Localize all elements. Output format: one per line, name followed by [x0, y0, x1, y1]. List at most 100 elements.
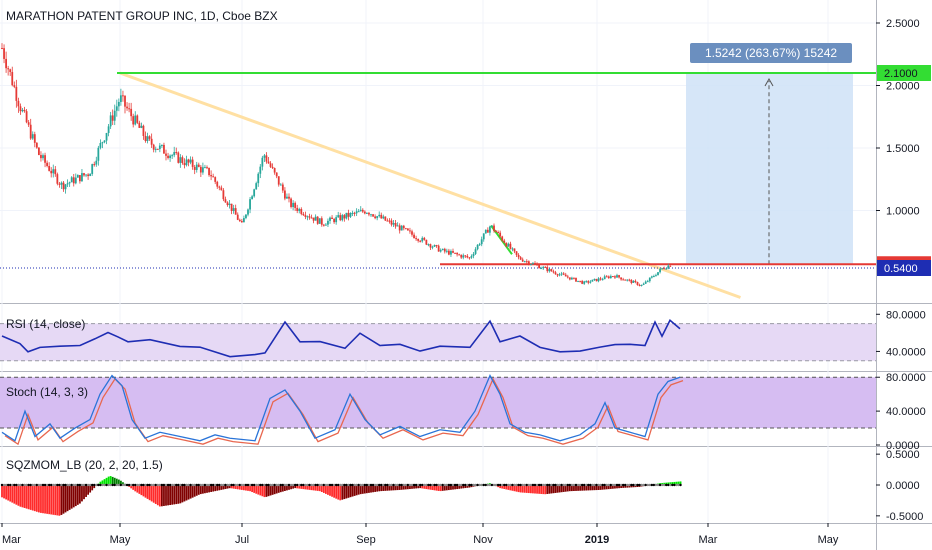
candle-body — [103, 140, 106, 143]
candle-body — [614, 276, 616, 278]
squeeze-dot — [250, 483, 254, 487]
squeeze-dot — [154, 483, 157, 487]
candle-body — [398, 225, 401, 231]
squeeze-dot — [177, 483, 180, 487]
squeeze-momentum-panel[interactable] — [0, 476, 682, 516]
candle-body — [214, 177, 217, 182]
momentum-bar — [622, 485, 625, 488]
momentum-bar — [249, 485, 251, 492]
squeeze-dot — [562, 483, 565, 487]
price-panel[interactable] — [0, 43, 876, 299]
momentum-bar — [378, 485, 381, 492]
rsi-panel[interactable] — [0, 318, 876, 362]
momentum-bar — [111, 476, 114, 485]
momentum-bar — [271, 485, 274, 495]
candle-body — [495, 230, 497, 233]
candle-body — [478, 244, 481, 246]
sqz-axis-label: 0.0000 — [886, 480, 920, 492]
candle-body — [646, 281, 649, 283]
candle-body — [499, 232, 502, 237]
squeeze-dot — [54, 483, 57, 487]
momentum-bar — [527, 485, 530, 494]
squeeze-dot — [318, 483, 321, 487]
squeeze-dot — [173, 483, 176, 487]
squeeze-dot — [332, 483, 336, 487]
momentum-bar — [253, 485, 256, 493]
candle-body — [15, 86, 18, 101]
momentum-bar — [407, 485, 409, 490]
momentum-bar — [109, 476, 112, 485]
candle-body — [44, 155, 46, 163]
candle-body — [595, 278, 598, 282]
squeeze-dot — [25, 483, 28, 487]
momentum-bar — [300, 485, 303, 489]
candle-body — [31, 134, 34, 139]
candle-body — [234, 208, 237, 215]
squeeze-dot — [35, 483, 39, 487]
stoch-axis-label: 40.0000 — [886, 406, 926, 418]
candle-body — [384, 216, 387, 221]
squeeze-dot — [402, 483, 405, 487]
candle-body — [525, 261, 528, 263]
squeeze-dot — [11, 483, 14, 487]
momentum-bar — [609, 485, 612, 489]
squeeze-dot — [619, 483, 623, 487]
candle-body — [111, 115, 114, 121]
candle-body — [40, 154, 42, 159]
momentum-bar — [68, 485, 71, 510]
range-measure-badge: 1.5242 (263.67%) 15242 — [690, 43, 852, 63]
momentum-bar — [7, 485, 10, 501]
momentum-bar — [177, 485, 180, 504]
candle-body — [23, 109, 26, 112]
momentum-bar — [552, 485, 555, 494]
momentum-bar — [501, 485, 504, 489]
squeeze-dot — [322, 483, 326, 487]
momentum-bar — [17, 485, 20, 506]
momentum-bar — [421, 485, 424, 489]
squeeze-dot — [64, 483, 67, 487]
squeeze-dot — [597, 483, 600, 487]
momentum-bar — [25, 485, 28, 509]
squeeze-dot — [320, 483, 323, 487]
squeeze-dot — [246, 483, 250, 487]
momentum-bar — [187, 485, 190, 500]
momentum-bar — [612, 485, 614, 489]
candle-body — [62, 182, 65, 190]
squeeze-dot — [371, 483, 375, 487]
squeeze-dot — [228, 483, 231, 487]
candle-body — [579, 280, 581, 282]
candle-body — [296, 207, 299, 211]
candle-body — [626, 279, 629, 281]
momentum-bar — [587, 485, 590, 491]
momentum-bar — [138, 485, 141, 494]
momentum-bar — [568, 485, 571, 492]
momentum-bar — [238, 485, 241, 490]
momentum-bar — [120, 480, 122, 485]
squeeze-dot — [95, 483, 98, 487]
momentum-bar — [542, 485, 545, 495]
candle-body — [298, 208, 301, 211]
squeeze-dot — [93, 483, 96, 487]
candle-body — [386, 220, 389, 222]
squeeze-dot — [21, 483, 24, 487]
momentum-bar — [38, 485, 40, 513]
squeeze-dot — [144, 483, 147, 487]
stoch-panel[interactable] — [0, 374, 876, 446]
momentum-bar — [72, 485, 75, 508]
candle-body — [593, 278, 596, 280]
x-axis-label: Jul — [235, 534, 249, 546]
candle-body — [376, 216, 379, 219]
momentum-bar — [462, 485, 465, 489]
candle-body — [519, 257, 522, 260]
momentum-bar — [443, 485, 446, 491]
candle-body — [515, 251, 518, 255]
candle-body — [337, 215, 340, 218]
squeeze-dot — [433, 483, 436, 487]
squeeze-dot — [523, 483, 526, 487]
momentum-bar — [70, 485, 73, 509]
candle-body — [448, 250, 450, 255]
momentum-bar — [74, 485, 77, 507]
squeeze-dot — [129, 483, 133, 487]
candle-body — [175, 152, 178, 154]
candle-body — [33, 134, 36, 143]
